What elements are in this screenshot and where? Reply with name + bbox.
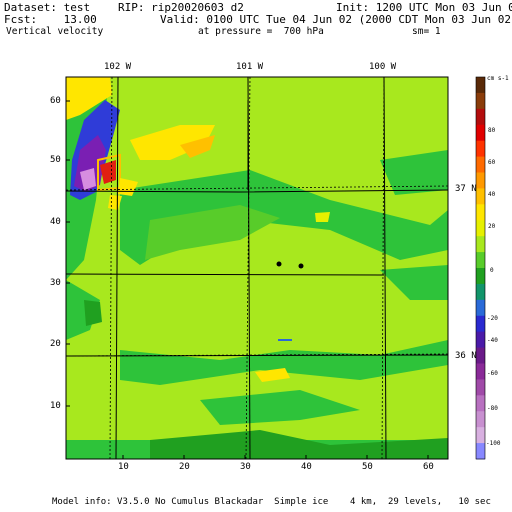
station-dot-2 (298, 263, 304, 269)
colorbar-swatch (476, 363, 485, 380)
county-line-west (115, 77, 119, 459)
colorbar-frame (475, 76, 486, 460)
colorbar-label-minus60: -60 (487, 370, 498, 377)
pink-core (80, 168, 96, 190)
colorbar-unit: cm s-1 (487, 75, 509, 82)
lon-label-101w: 101 W (236, 62, 264, 72)
fcst-label: Fcst: 13.00 (4, 13, 97, 26)
plot-frame (65, 76, 449, 460)
colorbar-label-80: 80 (488, 127, 496, 134)
smoothing-label: sm= 1 (412, 26, 441, 37)
colorbar-swatch (476, 347, 485, 364)
colorbar-label-20: 20 (488, 223, 496, 230)
y-tick-60: 60 (50, 96, 61, 106)
y-tick-10: 10 (50, 401, 61, 411)
lat-label-36n: 36 N (455, 351, 477, 361)
station-dot-1 (276, 261, 282, 267)
colorbar-swatch (476, 395, 485, 412)
colorbar-swatch (476, 252, 485, 269)
orange-north-band (180, 135, 215, 158)
y-tick-30: 30 (50, 278, 61, 288)
colorbar-swatch (476, 443, 485, 460)
colorbar (476, 77, 485, 460)
y-tick-40: 40 (50, 217, 61, 227)
colorbar-swatch (476, 220, 485, 237)
green-band-east (380, 150, 448, 195)
colorbar-label-minus100: -100 (486, 440, 501, 447)
county-line-east (383, 77, 387, 459)
lon-label-102w: 102 W (104, 62, 132, 72)
colorbar-label-0: 0 (490, 267, 494, 274)
state-boundary-north (66, 189, 448, 193)
colorbar-swatch (476, 379, 485, 396)
field-name: Vertical velocity (6, 26, 104, 37)
x-axis-ticks (122, 455, 429, 459)
model-info: Model info: V3.5.0 No Cumulus Blackadar … (52, 497, 491, 507)
state-boundary-south (66, 354, 448, 357)
colorbar-swatch (476, 92, 485, 110)
y-tick-50: 50 (50, 155, 61, 165)
colorbar-swatch (476, 299, 485, 317)
colorbar-swatch (476, 268, 485, 285)
init-label: Init: 1200 UTC Mon 03 Jun 02 (336, 1, 512, 14)
pressure-label: at pressure = 700 hPa (198, 26, 324, 37)
colorbar-swatch (476, 188, 485, 205)
x-tick-50: 50 (362, 462, 373, 472)
contour-field (66, 77, 448, 459)
green-band-south (120, 340, 448, 385)
colorbar-swatch (476, 172, 485, 189)
colorbar-swatch (476, 124, 485, 142)
y-tick-20: 20 (50, 339, 61, 349)
x-tick-10: 10 (118, 462, 129, 472)
colorbar-swatch (476, 108, 485, 126)
x-tick-30: 30 (240, 462, 251, 472)
colorbar-label-60: 60 (488, 159, 496, 166)
red-cell (100, 160, 116, 184)
colorbar-label-minus80: -80 (487, 405, 498, 412)
colorbar-label-minus20: -20 (487, 315, 498, 322)
colorbar-swatch (476, 411, 485, 428)
yellow-center-small (315, 212, 330, 222)
green-band-lower (200, 390, 360, 425)
yellow-nw (66, 77, 112, 120)
green-band-sw (66, 280, 100, 340)
x-tick-20: 20 (179, 462, 190, 472)
green-band-se (380, 265, 448, 300)
lat-label-37n: 37 N (455, 184, 477, 194)
colorbar-label-40: 40 (488, 191, 496, 198)
colorbar-swatch (476, 236, 485, 253)
green-band-bottom-dark (150, 430, 448, 459)
green-band-central (120, 170, 448, 265)
colorbar-swatch (476, 140, 485, 158)
valid-label: Valid: 0100 UTC Tue 04 Jun 02 (2000 CDT … (160, 13, 512, 26)
rip-label: RIP: rip20020603 d2 (118, 1, 244, 14)
colorbar-label-minus40: -40 (487, 337, 498, 344)
green-band-inner (145, 205, 280, 260)
dataset-label: Dataset: test (4, 1, 91, 14)
colorbar-swatch (476, 204, 485, 221)
colorbar-swatch (476, 331, 485, 349)
colorbar-swatch (476, 427, 485, 444)
colorbar-swatch (476, 283, 485, 301)
x-tick-60: 60 (423, 462, 434, 472)
yellow-north-band (130, 125, 215, 160)
county-boundary (66, 273, 385, 276)
colorbar-swatch (476, 156, 485, 173)
y-axis-ticks (66, 100, 70, 407)
colorbar-swatch (476, 77, 485, 94)
yellow-south-small (255, 368, 290, 382)
lon-label-100w: 100 W (369, 62, 397, 72)
green-patch-dark (84, 300, 102, 326)
x-tick-40: 40 (301, 462, 312, 472)
colorbar-swatch (476, 315, 485, 333)
